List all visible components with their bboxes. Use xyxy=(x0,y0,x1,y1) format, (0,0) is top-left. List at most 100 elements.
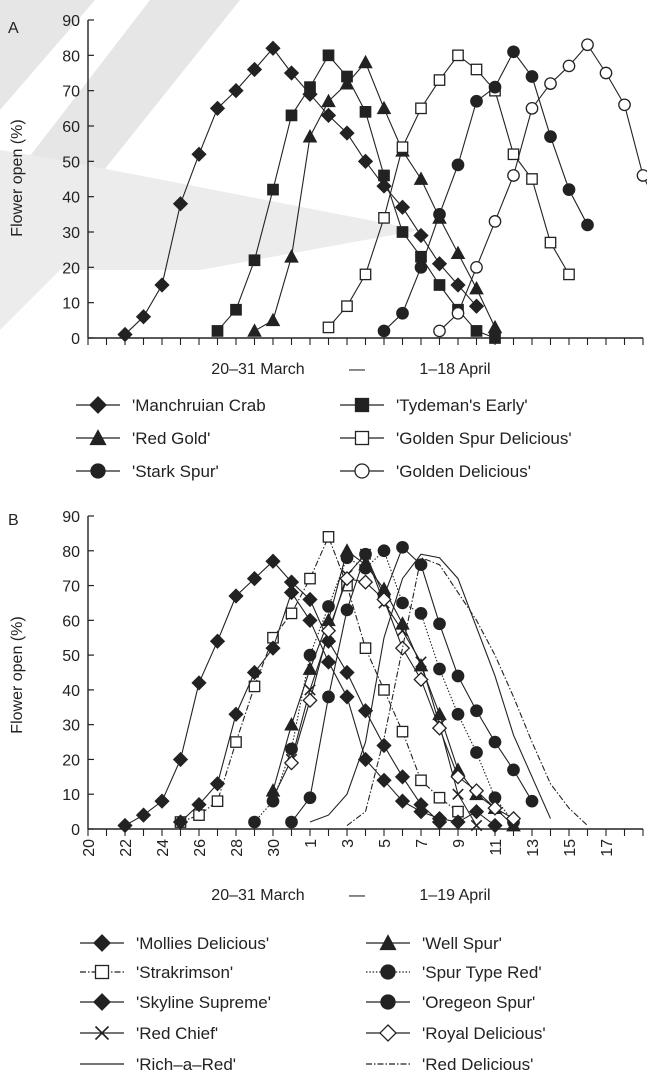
panel-b-letter: B xyxy=(8,512,19,529)
legend-marker xyxy=(380,1025,396,1041)
series-tydeman-s-early xyxy=(212,50,500,343)
data-point xyxy=(582,39,593,50)
data-point xyxy=(286,110,296,120)
legend-label: 'Royal Delicious' xyxy=(422,1024,546,1043)
data-point xyxy=(303,694,316,707)
data-point xyxy=(414,229,427,242)
legend-marker xyxy=(90,397,106,413)
data-point xyxy=(342,301,352,311)
panel-b-xlabel-left: 20–31 March xyxy=(211,887,304,904)
legend-label: 'Well Spur' xyxy=(422,934,502,953)
data-point xyxy=(434,280,444,290)
data-point xyxy=(304,649,315,660)
y-tick-label: 80 xyxy=(62,48,80,65)
data-point xyxy=(379,170,389,180)
data-point xyxy=(434,209,445,220)
panel-a-letter: A xyxy=(8,20,19,37)
x-tick-label: 28 xyxy=(229,839,246,857)
data-point xyxy=(434,793,444,803)
data-point xyxy=(526,103,537,114)
x-tick-label: 5 xyxy=(377,839,394,848)
series-line xyxy=(292,547,533,822)
panel-a-xlabel-left: 20–31 March xyxy=(211,361,304,378)
data-point xyxy=(212,326,222,336)
data-point xyxy=(137,808,150,821)
data-point xyxy=(229,708,242,721)
x-tick-label: 1 xyxy=(303,839,320,848)
legend-item-stark-spur: 'Stark Spur' xyxy=(76,462,219,481)
data-point xyxy=(305,82,315,92)
data-point xyxy=(582,219,593,230)
legend-label: 'Mollies Delicious' xyxy=(136,934,269,953)
data-point xyxy=(286,816,297,827)
data-point xyxy=(563,184,574,195)
data-point xyxy=(397,726,407,736)
data-point xyxy=(470,282,482,293)
data-point xyxy=(249,681,259,691)
y-tick-label: 50 xyxy=(62,154,80,171)
data-point xyxy=(397,597,408,608)
legend-item-spur-type-red: 'Spur Type Red' xyxy=(366,963,542,982)
data-point xyxy=(526,71,537,82)
legend-label: 'Golden Spur Delicious' xyxy=(396,429,572,448)
series-stark-spur xyxy=(378,46,593,337)
data-point xyxy=(303,614,316,627)
data-point xyxy=(452,709,463,720)
data-point xyxy=(471,747,482,758)
legend-item-oregeon-spur: 'Oregeon Spur' xyxy=(366,993,535,1012)
data-point xyxy=(545,131,556,142)
series-line xyxy=(181,593,496,826)
data-point xyxy=(323,691,334,702)
legend-item-manchruian-crab: 'Manchruian Crab xyxy=(76,396,266,415)
data-point xyxy=(211,635,224,648)
x-tick-label: 3 xyxy=(340,839,357,848)
x-tick-label: 26 xyxy=(192,839,209,857)
data-point xyxy=(414,673,427,686)
data-point xyxy=(231,737,241,747)
data-point xyxy=(489,216,500,227)
series-golden-delicious xyxy=(434,39,647,337)
legend-item-red-delicious: 'Red Delicious' xyxy=(366,1055,533,1074)
x-tick-label: 30 xyxy=(266,839,283,857)
data-point xyxy=(286,608,296,618)
data-point xyxy=(397,542,408,553)
data-point xyxy=(527,174,537,184)
data-point xyxy=(192,148,205,161)
data-point xyxy=(304,130,316,141)
data-point xyxy=(341,604,352,615)
y-tick-label: 90 xyxy=(62,13,80,30)
data-point xyxy=(600,67,611,78)
panel-b-series xyxy=(118,532,587,833)
data-point xyxy=(192,676,205,689)
y-tick-label: 70 xyxy=(62,579,80,596)
data-point xyxy=(359,56,371,67)
panel-a-legend: 'Manchruian Crab'Tydeman's Early''Red Go… xyxy=(76,396,572,481)
legend-item-royal-delicious: 'Royal Delicious' xyxy=(366,1024,546,1043)
panel-a-xlabel-dash: — xyxy=(349,361,365,378)
data-point xyxy=(453,789,463,799)
data-point xyxy=(360,269,370,279)
legend-item-tydeman-s-early: 'Tydeman's Early' xyxy=(340,396,528,415)
series-oregeon-spur xyxy=(286,542,538,828)
legend-label: 'Strakrimson' xyxy=(136,963,233,982)
data-point xyxy=(619,99,630,110)
data-point xyxy=(267,314,279,325)
data-point xyxy=(545,237,555,247)
data-point xyxy=(378,545,389,556)
data-point xyxy=(378,325,389,336)
data-point xyxy=(248,666,261,679)
legend-marker xyxy=(355,464,369,478)
y-tick-label: 0 xyxy=(71,331,80,348)
panel-b-xlabel-dash: — xyxy=(349,887,365,904)
y-tick-label: 10 xyxy=(62,787,80,804)
data-point xyxy=(360,643,370,653)
y-tick-label: 60 xyxy=(62,119,80,136)
data-point xyxy=(415,173,427,184)
data-point xyxy=(359,155,372,168)
data-point xyxy=(397,227,407,237)
panel-a-ylabel: Flower open (%) xyxy=(9,119,26,236)
data-point xyxy=(397,142,407,152)
legend-item-skyline-supreme: 'Skyline Supreme' xyxy=(80,993,271,1012)
